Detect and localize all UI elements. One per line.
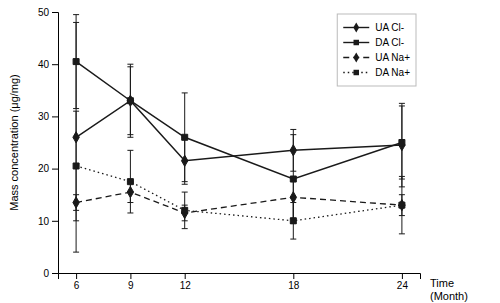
tick-label: 10 bbox=[38, 216, 50, 227]
series bbox=[73, 111, 405, 239]
error-bar bbox=[127, 150, 133, 213]
error-bar bbox=[73, 111, 79, 221]
legend-marker bbox=[353, 52, 359, 62]
y-axis-title: Mass concentration (μg/mg) bbox=[8, 74, 20, 211]
error-bar bbox=[399, 103, 405, 187]
series bbox=[73, 22, 405, 252]
marker bbox=[182, 134, 188, 140]
tick-mark bbox=[52, 116, 58, 117]
marker bbox=[127, 179, 133, 185]
error-bar bbox=[182, 93, 188, 182]
tick-mark bbox=[402, 273, 403, 279]
error-bar bbox=[182, 192, 188, 229]
marker bbox=[73, 59, 79, 65]
tick-mark bbox=[185, 273, 186, 279]
tick: 9 bbox=[128, 273, 134, 291]
legend-marker bbox=[353, 22, 359, 32]
tick: 18 bbox=[288, 273, 300, 291]
tick: 30 bbox=[38, 111, 58, 122]
tick: 20 bbox=[38, 163, 58, 174]
legend-label: DA Cl- bbox=[375, 37, 404, 48]
tick-label: 20 bbox=[38, 163, 50, 174]
tick-mark bbox=[76, 273, 77, 279]
y-axis: 0 10 20 30 40 50 bbox=[38, 7, 59, 279]
legend-marker bbox=[354, 70, 359, 75]
error-bar bbox=[127, 64, 133, 137]
legend-label: UA Na+ bbox=[375, 52, 410, 63]
tick-label: 30 bbox=[38, 111, 50, 122]
tick-label: 50 bbox=[38, 7, 50, 18]
legend-frame bbox=[337, 14, 416, 86]
tick: 6 bbox=[74, 273, 80, 291]
tick: 24 bbox=[397, 273, 409, 291]
tick-label: 40 bbox=[38, 59, 50, 70]
marker bbox=[127, 98, 133, 104]
marker bbox=[182, 207, 188, 213]
chart: 6 9 12 18 24 0 10 20 30 40 50 Mass concentration (μ… bbox=[0, 0, 500, 303]
tick-mark bbox=[52, 12, 58, 13]
error-bar bbox=[399, 176, 405, 233]
tick: 40 bbox=[38, 59, 58, 70]
tick-label: 12 bbox=[180, 280, 192, 291]
error-bar bbox=[399, 106, 405, 179]
x-axis: 6 9 12 18 24 bbox=[59, 273, 421, 291]
error-bar bbox=[73, 15, 79, 109]
tick-mark bbox=[52, 221, 58, 222]
legend-item: DA Cl- bbox=[343, 37, 404, 48]
series bbox=[73, 176, 405, 220]
marker bbox=[290, 192, 296, 203]
tick-label: 0 bbox=[43, 268, 49, 279]
axis-line bbox=[59, 274, 421, 280]
legend-item: UA Cl- bbox=[343, 22, 404, 33]
legend-marker bbox=[354, 40, 359, 45]
tick-mark bbox=[293, 273, 294, 279]
marker bbox=[399, 140, 405, 146]
tick: 0 bbox=[43, 268, 58, 279]
marker bbox=[399, 202, 405, 208]
legend-label: UA Cl- bbox=[375, 22, 404, 33]
x-axis-title: Time(Month) bbox=[430, 277, 468, 302]
tick-mark bbox=[52, 64, 58, 65]
line bbox=[76, 166, 402, 221]
tick-mark bbox=[52, 273, 58, 274]
legend-label: DA Na+ bbox=[375, 67, 410, 78]
tick-label: 24 bbox=[397, 280, 409, 291]
tick: 12 bbox=[180, 273, 192, 291]
legend-item: UA Na+ bbox=[343, 52, 410, 63]
legend-item: DA Na+ bbox=[343, 67, 410, 78]
tick: 10 bbox=[38, 216, 58, 227]
line bbox=[76, 101, 402, 161]
tick-mark bbox=[52, 169, 58, 170]
marker bbox=[290, 218, 296, 224]
error-bar bbox=[127, 67, 133, 135]
marker bbox=[73, 163, 79, 169]
error-bar bbox=[290, 203, 296, 240]
tick-label: 6 bbox=[74, 280, 80, 291]
legend: UA Cl- DA Cl- UA Na+ DA Na+ bbox=[337, 14, 416, 86]
tick: 50 bbox=[38, 7, 58, 18]
tick-mark bbox=[130, 273, 131, 279]
line bbox=[76, 192, 402, 213]
tick-label: 9 bbox=[128, 280, 134, 291]
axis-line bbox=[52, 13, 59, 274]
tick-label: 18 bbox=[288, 280, 300, 291]
